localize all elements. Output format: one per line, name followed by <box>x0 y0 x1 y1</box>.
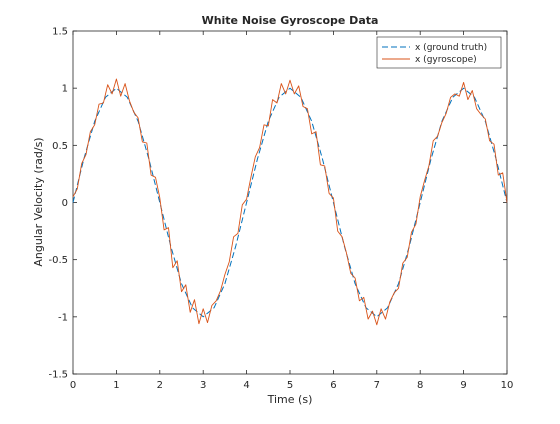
x-tick-label: 4 <box>243 380 249 391</box>
x-tick-label: 0 <box>70 380 76 391</box>
x-tick-label: 7 <box>374 380 380 391</box>
y-tick-label: 1.5 <box>52 27 68 38</box>
y-axis-label: Angular Velocity (rad/s) <box>32 137 45 266</box>
chart-title: White Noise Gyroscope Data <box>202 14 379 27</box>
x-tick-label: 6 <box>330 380 336 391</box>
legend-label-1: x (ground truth) <box>415 43 487 53</box>
plot-area: 0 1 2 3 4 5 6 7 8 9 10 -1.5 -1 -0.5 0 0.5 1 1.5 x (ground … <box>48 27 513 392</box>
y-tick-label: 0 <box>62 198 68 209</box>
series-line-2 <box>72 78 508 326</box>
legend-box <box>376 36 502 69</box>
x-axis-label: Time (s) <box>267 393 313 406</box>
x-tick-label: 3 <box>200 380 206 391</box>
series-line-1 <box>72 87 508 318</box>
x-tick-label: 9 <box>460 380 466 391</box>
x-tick-label: 1 <box>113 380 119 391</box>
x-tick-label: 5 <box>287 380 293 391</box>
y-tick-label: 0.5 <box>52 141 68 152</box>
y-tick-label: -1 <box>58 312 68 323</box>
x-tick-label: 10 <box>501 380 514 391</box>
axes-box <box>72 30 508 375</box>
y-tick-label: -1.5 <box>48 370 68 381</box>
x-tick-label: 8 <box>417 380 423 391</box>
legend-label-2: x (gyroscope) <box>415 55 477 65</box>
y-tick-label: 1 <box>62 84 68 95</box>
x-tick-label: 2 <box>157 380 163 391</box>
y-tick-label: -0.5 <box>48 255 68 266</box>
